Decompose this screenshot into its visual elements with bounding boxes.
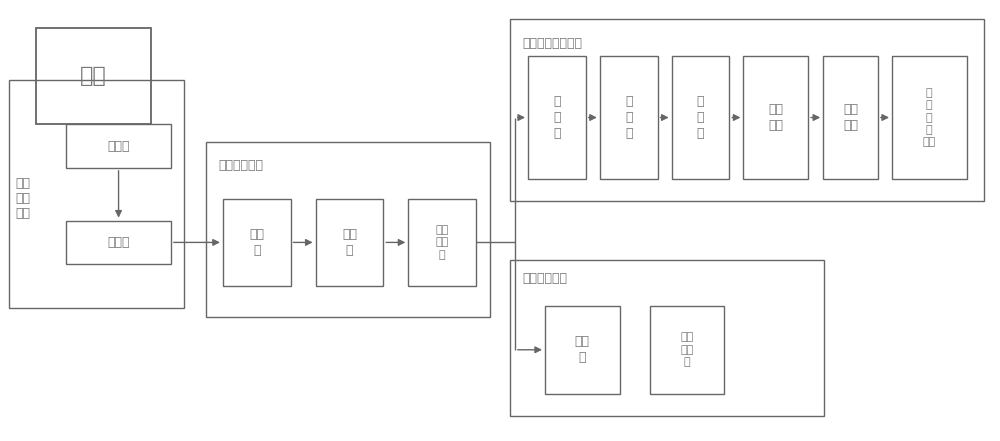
Bar — [545, 306, 620, 394]
Bar — [36, 28, 151, 124]
Text: 粪肥
收集
单元: 粪肥 收集 单元 — [16, 177, 31, 220]
Text: 病猪处理单元: 病猪处理单元 — [522, 272, 567, 285]
Text: 沼
气
发
电
装置: 沼 气 发 电 装置 — [923, 88, 936, 147]
Text: 压
缩
器: 压 缩 器 — [697, 95, 704, 140]
Bar — [743, 56, 808, 179]
Text: 搅拌池: 搅拌池 — [107, 236, 130, 249]
Bar — [66, 220, 171, 264]
Bar — [672, 56, 729, 179]
Text: 反应
池: 反应 池 — [249, 228, 264, 257]
Bar — [510, 19, 984, 201]
Bar — [316, 198, 383, 286]
Bar — [206, 142, 490, 317]
Text: 猪舍: 猪舍 — [80, 66, 107, 86]
Text: 固废
池: 固废 池 — [575, 335, 590, 364]
Bar — [510, 260, 824, 415]
Bar — [66, 124, 171, 168]
Text: 装气
机构: 装气 机构 — [843, 103, 858, 132]
Bar — [650, 306, 724, 394]
Bar — [528, 56, 586, 179]
Bar — [9, 80, 184, 308]
Text: 提纯
装置: 提纯 装置 — [768, 103, 783, 132]
Text: 斜板
分离
池: 斜板 分离 池 — [436, 225, 449, 260]
Text: 病猪
处理
池: 病猪 处理 池 — [680, 333, 694, 367]
Text: 脱
硫
罐: 脱 硫 罐 — [625, 95, 632, 140]
Text: 沼
气
池: 沼 气 池 — [553, 95, 561, 140]
Bar — [223, 198, 291, 286]
Text: 沼气产生利用单元: 沼气产生利用单元 — [522, 37, 582, 49]
Text: 集粪池: 集粪池 — [107, 139, 130, 153]
Bar — [823, 56, 878, 179]
Bar — [408, 198, 476, 286]
Bar — [892, 56, 967, 179]
Bar — [600, 56, 658, 179]
Text: 预沉
池: 预沉 池 — [342, 228, 357, 257]
Text: 固液分离单元: 固液分离单元 — [219, 159, 264, 172]
